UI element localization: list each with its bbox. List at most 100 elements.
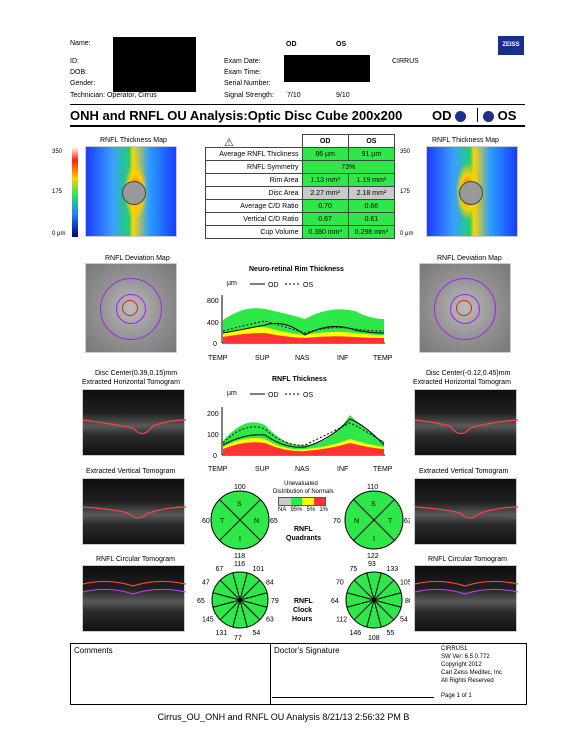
redacted-exam-info: [284, 55, 370, 82]
vertical-tomogram-label-os: Extracted Vertical Tomogram: [419, 468, 509, 475]
thickness-map-label-os: RNFL Thickness Map: [432, 137, 499, 144]
clock-value: 112: [336, 617, 347, 624]
header-od: OD: [286, 41, 297, 48]
normative-color-legend: [278, 497, 326, 506]
svg-text:0: 0: [213, 453, 217, 460]
disc-center-os: Disc Center(-0.12,0.45)mm: [426, 370, 511, 377]
software-info: CIRRUS1 SW Ver: 6.5.0.772 Copyright 2012 Ca…: [441, 646, 503, 684]
svg-text:100: 100: [207, 432, 219, 439]
svg-text:NAS: NAS: [295, 466, 310, 473]
svg-text:TEMP: TEMP: [373, 355, 393, 362]
svg-text:60: 60: [202, 518, 210, 525]
clock-value: 47: [202, 580, 210, 587]
clock-value: 67: [216, 566, 224, 573]
clock-value: 133: [387, 566, 399, 573]
horizontal-tomogram-label-os: Extracted Horizontal Tomogram: [413, 379, 511, 386]
clock-value: 77: [234, 635, 242, 640]
id-label: ID:: [70, 58, 79, 65]
clock-value: 116: [234, 561, 245, 568]
svg-text:200: 200: [207, 411, 219, 418]
svg-text:OD: OD: [268, 392, 279, 399]
svg-text:OS: OS: [303, 392, 313, 399]
svg-text:RNFL: RNFL: [294, 598, 313, 605]
vertical-tomogram-os: [414, 478, 519, 545]
svg-text:800: 800: [207, 298, 219, 305]
svg-text:S: S: [237, 501, 242, 508]
circular-tomogram-label-os: RNFL Circular Tomogram: [428, 556, 507, 563]
svg-text:SUP: SUP: [255, 466, 270, 473]
svg-text:Hours: Hours: [292, 616, 312, 623]
rnfl-thickness-chart: µm OD OS 200 100 0 TEMP SUP NAS INF TEMP: [207, 390, 393, 473]
comments-label[interactable]: Comments: [74, 646, 113, 655]
svg-text:INF: INF: [337, 355, 348, 362]
svg-text:TEMP: TEMP: [208, 466, 228, 473]
svg-text:T: T: [388, 518, 393, 525]
svg-text:N: N: [254, 518, 259, 525]
redacted-patient-info: [113, 37, 196, 92]
clock-value: 105: [400, 580, 410, 587]
clock-value: 101: [253, 566, 265, 573]
circular-tomogram-od: [82, 565, 187, 632]
scale-350: 350: [52, 149, 63, 155]
deviation-label-od: RNFL Deviation Map: [105, 255, 170, 262]
rim-chart-title: Neuro-retinal Rim Thickness: [249, 266, 344, 273]
signal-label: Signal Strength:: [224, 92, 274, 99]
horizontal-tomogram-os: [414, 389, 519, 456]
gender-label: Gender:: [70, 80, 96, 87]
horizontal-tomogram-label-od: Extracted Horizontal Tomogram: [82, 379, 180, 386]
svg-text:NAS: NAS: [295, 355, 310, 362]
clock-value: 54: [253, 630, 261, 637]
signal-os: 9/10: [336, 92, 350, 99]
dob-label: DOB:: [70, 69, 88, 76]
clock-value: 131: [216, 630, 228, 637]
rnfl-deviation-map-os: [419, 263, 511, 353]
svg-text:100: 100: [234, 484, 246, 491]
vertical-tomogram-od: [82, 478, 187, 545]
legend-ticks: NA 95% 5% 1%: [278, 507, 328, 513]
scale-175-os: 175: [400, 189, 411, 195]
os-dot-icon: [483, 111, 494, 123]
svg-text:TEMP: TEMP: [208, 355, 228, 362]
thickness-map-label-od: RNFL Thickness Map: [100, 137, 167, 144]
svg-text:63: 63: [404, 518, 410, 525]
svg-text:RNFL: RNFL: [294, 526, 313, 533]
os-eye-indicator: OS: [483, 108, 516, 123]
clock-value: 84: [266, 580, 274, 587]
svg-text:122: 122: [367, 553, 379, 560]
technician-label: Technician: Operator, Cirrus: [70, 92, 157, 99]
signature-label[interactable]: Doctor's Signature: [274, 646, 340, 655]
rnfl-thickness-map-os: [426, 146, 518, 237]
vertical-tomogram-label-od: Extracted Vertical Tomogram: [86, 468, 176, 475]
table-row: Average RNFL Thickness 86 µm 91 µm: [205, 147, 396, 161]
rnfl-chart-title: RNFL Thickness: [272, 376, 327, 383]
svg-text:110: 110: [367, 484, 378, 491]
svg-text:INF: INF: [337, 466, 348, 473]
report-title: ONH and RNFL OU Analysis:Optic Disc Cube…: [70, 108, 403, 123]
page-number: Page 1 of 1: [441, 693, 472, 699]
name-label: Name:: [70, 40, 91, 47]
svg-text:µm: µm: [227, 390, 237, 397]
clock-value: 55: [387, 630, 395, 637]
horizontal-tomogram-od: [82, 389, 187, 456]
signature-line: [272, 697, 434, 698]
rnfl-quadrants: S T N I 100 60 65 118 S N T I 110 70 63 …: [202, 484, 410, 560]
table-row: Rim Area 1.13 mm² 1.19 mm²: [205, 173, 396, 187]
svg-text:TEMP: TEMP: [373, 466, 393, 473]
deviation-label-os: RNFL Deviation Map: [437, 255, 502, 262]
clock-value: 80: [405, 598, 410, 605]
legend-title: Unevaluated Distribution of Normals: [273, 481, 334, 495]
clock-value: 64: [331, 598, 339, 605]
quadrant-chart-os: S N T I: [344, 490, 404, 550]
clock-value: 70: [336, 580, 344, 587]
table-row: RNFL Symmetry 73%: [205, 160, 395, 174]
clock-value: 93: [368, 561, 376, 568]
clock-value: 65: [197, 598, 205, 605]
clock-value: 75: [350, 566, 358, 573]
svg-text:65: 65: [270, 518, 278, 525]
clock-value: 108: [368, 635, 380, 640]
table-row: Vertical C/D Ratio 0.67 0.61: [205, 212, 396, 226]
clock-value: 63: [266, 617, 274, 624]
serial-label: Serial Number:: [224, 80, 271, 87]
